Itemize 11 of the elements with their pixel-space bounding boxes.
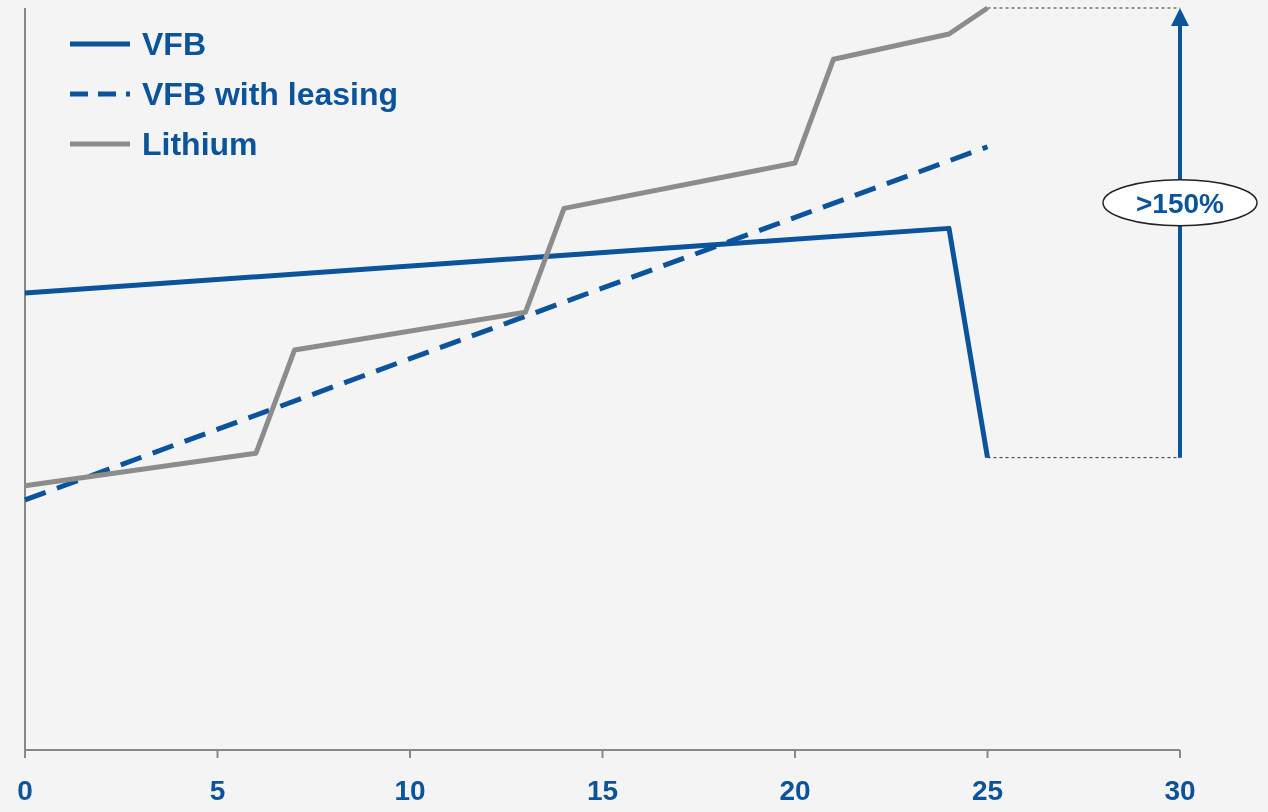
x-tick-label: 15: [586, 775, 619, 806]
x-tick-label: 10: [394, 775, 426, 806]
x-tick-label: 30: [1164, 775, 1196, 806]
x-tick-label: 25: [971, 775, 1004, 806]
legend-label: VFB with leasing: [142, 76, 399, 112]
legend-label: VFB: [142, 26, 206, 62]
x-tick-label: 0: [17, 775, 33, 806]
x-tick-label: 20: [779, 775, 811, 806]
x-tick-label: 5: [209, 775, 226, 806]
annotation: >150%: [1136, 187, 1225, 219]
legend-label: Lithium: [142, 126, 258, 162]
